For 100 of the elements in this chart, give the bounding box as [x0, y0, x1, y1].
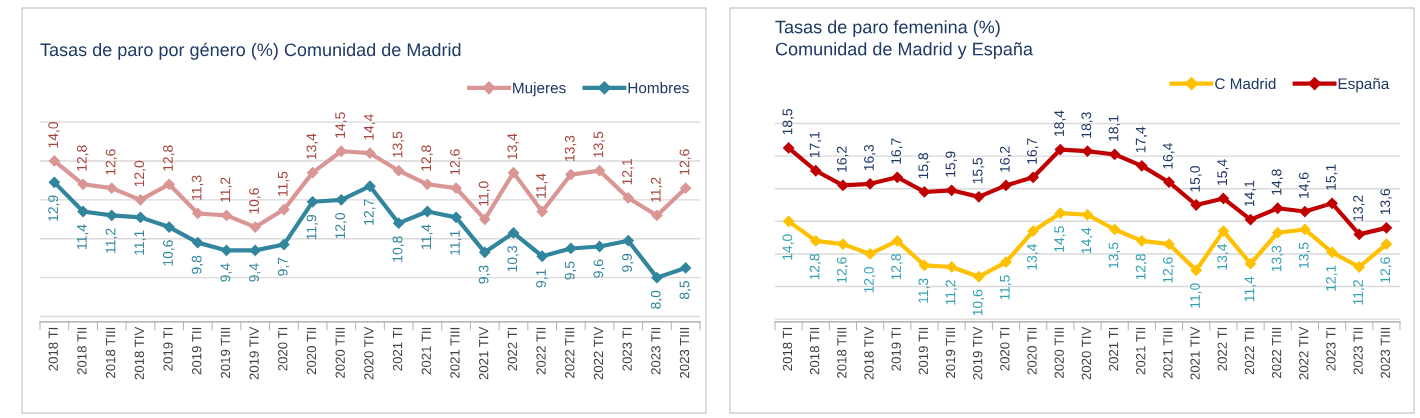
- x-tick-label: 2023 TII: [651, 327, 661, 375]
- data-label: 14,4: [364, 114, 376, 140]
- x-tick-label: 2021 TIII: [1163, 327, 1173, 378]
- chart-title: Tasas de paro femenina (%) Comunidad de Madrid y España: [775, 20, 1033, 60]
- data-label: 12,6: [1162, 257, 1175, 283]
- x-tick-label: 2023 TI: [622, 327, 632, 371]
- x-tick-label: 2023 TII: [1353, 327, 1363, 375]
- point: [622, 192, 634, 204]
- data-label: 13,3: [564, 135, 577, 162]
- data-label: 11,2: [945, 280, 957, 305]
- point: [507, 167, 520, 179]
- point: [278, 238, 290, 251]
- data-label: 11,4: [421, 224, 433, 249]
- point: [479, 213, 491, 225]
- x-tick-label: 2021 TIII: [450, 327, 460, 378]
- point: [249, 221, 261, 233]
- x-tick-label: 2020 TIII: [1054, 327, 1064, 378]
- point: [48, 155, 60, 167]
- x-tick-label: 2019 TIV: [249, 326, 259, 380]
- data-label: 11,2: [1353, 280, 1365, 305]
- data-label: 14,0: [782, 234, 794, 260]
- point: [1217, 225, 1229, 237]
- point: [810, 235, 822, 247]
- x-tick-label: 2022 TIII: [1271, 327, 1282, 378]
- data-label: 12,6: [449, 149, 462, 175]
- point: [864, 248, 876, 260]
- point: [1353, 228, 1365, 240]
- data-label: 11,0: [478, 181, 491, 206]
- point: [1353, 261, 1365, 273]
- x-tick-label: 2018 TII: [809, 327, 820, 375]
- point: [450, 182, 462, 194]
- point: [134, 194, 147, 206]
- legend-label: C Madrid: [1215, 77, 1276, 90]
- point: [973, 271, 985, 283]
- legend-label: España: [1338, 78, 1390, 93]
- x-tick-label: 2019 TI: [163, 327, 173, 371]
- data-label: 15,8: [918, 153, 930, 179]
- point: [1190, 264, 1202, 276]
- data-label: 11,3: [191, 175, 204, 200]
- point: [1272, 202, 1284, 214]
- point: [421, 205, 433, 218]
- data-label: 16,7: [891, 138, 903, 164]
- data-label: 11,4: [77, 224, 89, 249]
- point: [622, 235, 634, 247]
- point: [946, 261, 958, 273]
- data-label: 10,3: [507, 246, 519, 272]
- data-label: 15,4: [1217, 159, 1229, 185]
- data-label: 11,4: [536, 173, 548, 198]
- x-tick-label: 2020 TII: [306, 327, 317, 375]
- data-label: 11,2: [220, 177, 232, 202]
- point: [1109, 148, 1121, 161]
- data-label: 12,6: [836, 257, 849, 283]
- data-label: 11,4: [1244, 276, 1256, 302]
- data-label: 15,9: [945, 151, 957, 177]
- data-label: 12,8: [891, 253, 903, 280]
- legend-label: Mujeres: [513, 82, 566, 97]
- data-label: 13,4: [306, 133, 318, 160]
- data-label: 9,4: [249, 263, 261, 282]
- x-tick-label: 2022 TII: [536, 327, 546, 375]
- point: [507, 227, 520, 239]
- chart-title: Tasas de paro por género (%) Comunidad de Madrid: [40, 42, 461, 60]
- point: [1299, 205, 1311, 218]
- data-label: 12,1: [622, 159, 634, 185]
- point: [782, 142, 795, 154]
- point: [536, 205, 548, 218]
- point: [1299, 223, 1311, 236]
- data-label: 13,5: [593, 131, 605, 158]
- point: [651, 272, 663, 284]
- point: [393, 217, 405, 229]
- data-label: 14,1: [1244, 180, 1256, 207]
- point: [163, 221, 175, 233]
- data-label: 15,0: [1190, 166, 1202, 192]
- data-label: 9,9: [622, 253, 634, 272]
- data-label: 18,5: [782, 108, 794, 135]
- x-tick-label: 2022 TI: [507, 327, 518, 371]
- data-label: 11,1: [134, 230, 146, 255]
- data-label: 12,0: [134, 160, 146, 187]
- data-label: 13,5: [392, 131, 405, 158]
- data-label: 12,8: [809, 253, 822, 280]
- data-label: 11,2: [650, 177, 663, 202]
- data-label: 13,4: [507, 133, 519, 160]
- x-tick-label: 2018 TII: [77, 327, 87, 375]
- data-label: 13,4: [1217, 244, 1229, 270]
- data-label: 8,0: [650, 290, 663, 309]
- data-label: 11,5: [1000, 275, 1012, 300]
- point: [1000, 179, 1012, 192]
- point: [1326, 197, 1338, 209]
- data-label: 12,8: [163, 145, 175, 171]
- data-label: 12,7: [363, 199, 376, 225]
- point: [1054, 207, 1066, 219]
- point: [364, 180, 376, 192]
- x-tick-label: 2020 TI: [1000, 327, 1010, 371]
- data-label: 9,1: [536, 269, 548, 288]
- data-label: 13,3: [1271, 245, 1284, 272]
- point: [680, 262, 692, 274]
- x-tick-label: 2021 TI: [392, 327, 403, 371]
- data-label: 12,6: [679, 149, 692, 175]
- point: [1380, 222, 1393, 234]
- x-tick-label: 2020 TIV: [1081, 326, 1092, 380]
- point: [479, 246, 491, 258]
